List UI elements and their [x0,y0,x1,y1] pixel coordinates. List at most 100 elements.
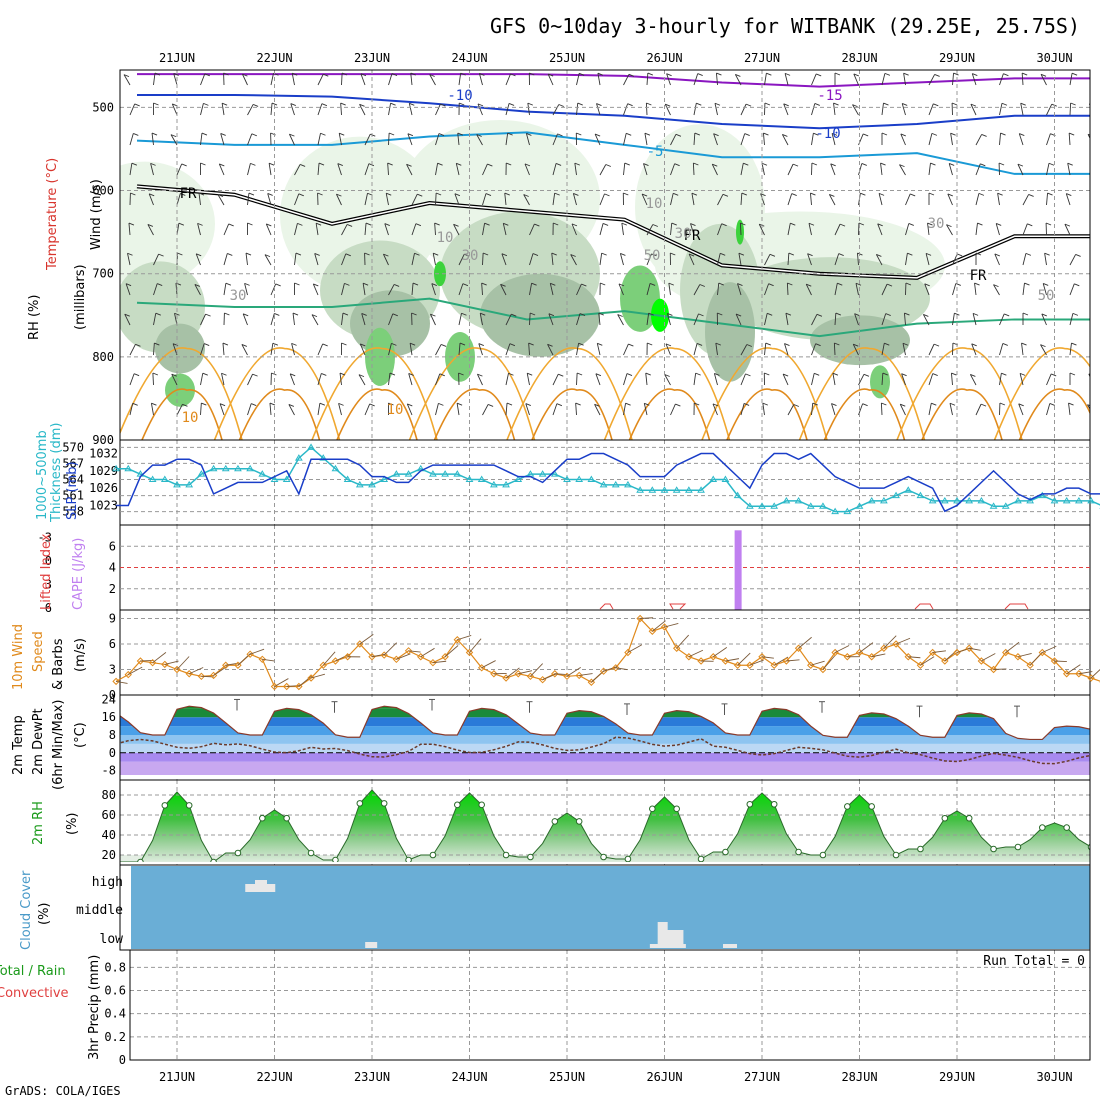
wind-barb [505,314,512,326]
wind-barb-flag [811,162,818,166]
wind-barb [999,343,1004,356]
wind-barb-flag [714,102,721,106]
wind-barb-flag [1041,313,1047,317]
wind-barb [291,73,295,86]
wind-barb-flag [1017,163,1024,167]
wind-barb-flag [617,314,623,317]
isotherm-minus15 [137,73,1090,88]
wind-barb [552,193,556,206]
wind-barb [668,283,671,296]
wind-barb [317,343,324,356]
wind-barb-flag [788,252,795,256]
wind-barb [693,73,699,86]
wind-barb [270,343,274,356]
wind-barb-flag [782,373,789,377]
wind-barb [200,402,202,416]
wind-barb [435,403,439,416]
wind-barb [247,403,252,416]
wind-barb [129,344,136,356]
cloud-block-low [667,930,684,948]
wind-barb-flag [668,282,674,286]
wind-barb [717,194,724,206]
wind-barb [807,253,812,266]
wind-barb-flag [227,253,233,256]
wind-barb-flag [712,163,718,167]
rh-shade [434,261,446,287]
wind-barb-flag [1045,222,1052,226]
rh-shade [870,365,890,399]
wind10-barb [1054,660,1067,663]
wind-barb [388,103,392,116]
wind-barb-flag [412,282,419,286]
wind-barb [834,253,840,266]
wind-barb [576,73,580,86]
wind-barb [740,103,747,116]
wind-barb [1069,73,1073,86]
wind-barb-flag [596,103,602,106]
wind-barb [855,283,859,296]
wind-barb [341,224,348,236]
wind-barb-flag [1001,102,1008,106]
wind-barb [623,403,627,416]
wind10-barb [444,645,459,658]
wind-barb-flag [877,223,883,227]
wind10-barb [627,644,643,653]
wind-barb-flag [440,103,446,107]
slp-axis-label: SLP (mb) [65,461,80,520]
wind-barb-flag [1021,72,1028,76]
wind-barb [717,283,720,296]
wind-barb [147,224,154,236]
wind-barb-flag [784,72,791,76]
wind-barb-flag [1092,313,1097,315]
thickness-line-marker [307,443,315,450]
wind-barb [664,374,671,386]
wind10-barb [956,647,972,653]
wind-barb [129,373,135,386]
wind10-barb [822,655,836,670]
wind-barb-flag [414,252,420,256]
isotherm-5 [506,347,633,440]
wind10-marker [1026,661,1034,669]
wind-barb [481,282,483,296]
wind-barb-flag [946,224,952,228]
wind10-marker [343,653,352,661]
wind-barb-flag [670,252,676,256]
wind-barb-flag [221,102,228,106]
wind-barb [218,163,225,176]
wind-barb-flag [1027,223,1033,227]
wind-barb [1087,404,1090,410]
wind-barb-flag [459,342,466,346]
temp-band [120,726,1090,735]
wind-barb-flag [790,222,796,226]
wind-barb [833,342,836,356]
wind10-marker [819,665,827,674]
wind-barb [124,314,131,326]
wind-barb [786,282,789,296]
wind-barb [241,344,248,356]
thickness-line-marker [770,502,779,509]
thickness-line-marker [258,470,267,477]
wind-barb-flag [389,372,396,376]
contour-label: 10 [182,410,199,426]
wind-barb [176,404,183,416]
wind-barb [223,253,228,266]
thickness-line-marker [1014,496,1022,504]
wind-barb-flag [346,223,353,227]
wind-barb [150,163,154,176]
wind10-barb [981,653,996,662]
wind-barb-flag [1025,252,1032,256]
wind10-barb [152,652,167,664]
wind-barb [693,313,699,326]
wind-barb [901,373,906,386]
wind-barb-flag [529,72,535,76]
wind-barb-flag [829,193,835,197]
temp2m-axis-label-b: 2m DewPt [31,708,46,775]
wind10-barb [761,656,774,659]
wind-barb-flag [625,402,631,406]
wind-barb [928,103,934,116]
wind-barb [688,253,695,266]
top-date-label: 30JUN [1036,51,1072,65]
wind-barb-flag [579,72,585,76]
wind-barb-flag [507,132,513,136]
wind-barb [173,73,178,86]
